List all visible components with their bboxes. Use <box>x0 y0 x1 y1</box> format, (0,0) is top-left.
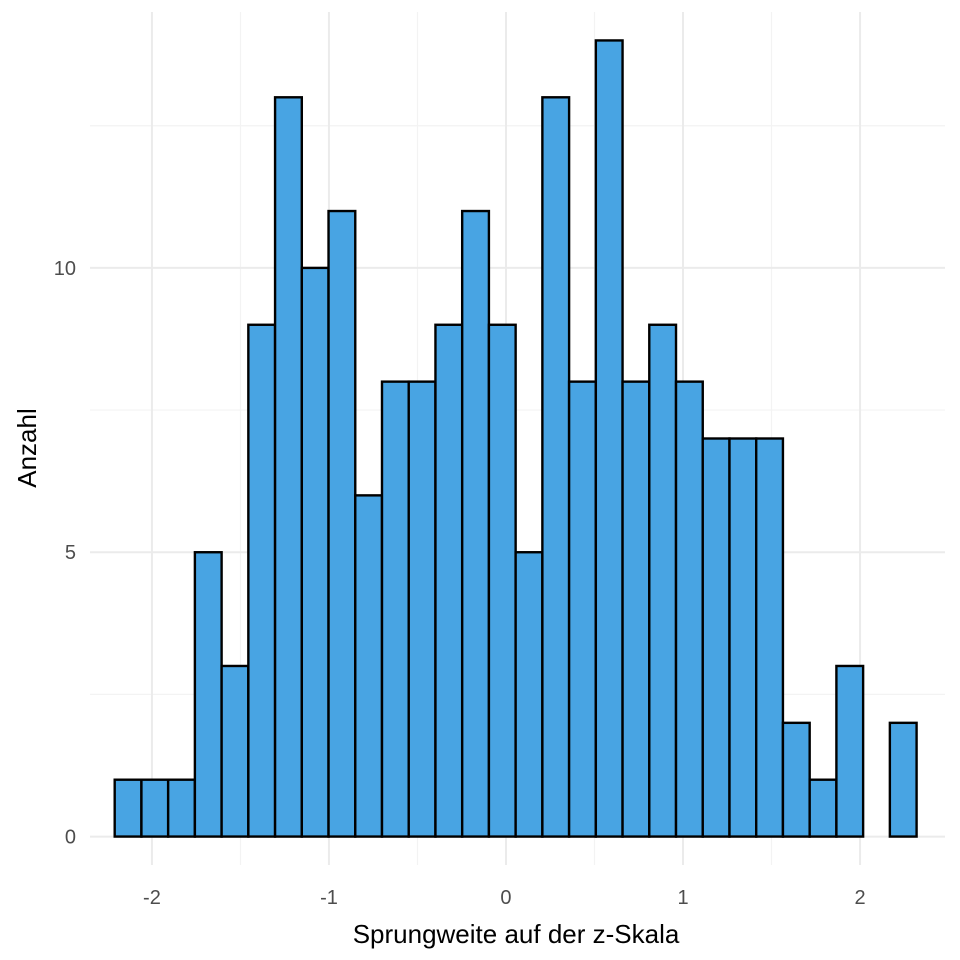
x-axis-title: Sprungweite auf der z-Skala <box>353 919 680 949</box>
histogram-bar <box>541 96 571 838</box>
histogram-bar <box>674 380 704 838</box>
histogram-bar <box>247 323 277 838</box>
x-tick-label: 0 <box>500 887 511 909</box>
y-tick-label: 5 <box>65 542 76 564</box>
histogram-bar <box>166 778 197 838</box>
y-axis-title: Anzahl <box>12 408 42 488</box>
histogram-bar <box>327 209 357 838</box>
histogram-bar <box>835 664 865 838</box>
histogram-bar <box>701 437 731 838</box>
histogram-bar <box>781 721 811 838</box>
histogram-bar <box>755 437 785 838</box>
histogram-bar <box>220 664 250 838</box>
histogram-bar <box>567 380 598 838</box>
histogram-bar <box>514 551 544 838</box>
histogram-bar <box>888 721 918 838</box>
x-tick-label: -1 <box>320 887 338 909</box>
histogram-bar <box>300 266 330 838</box>
histogram-bar <box>487 323 517 838</box>
histogram-bar <box>648 323 678 838</box>
histogram-bar <box>434 323 464 838</box>
x-tick-label: -2 <box>143 887 161 909</box>
x-tick-label: 2 <box>854 887 865 909</box>
histogram-bar <box>594 39 624 838</box>
histogram-bar <box>273 96 304 838</box>
histogram-bar <box>193 551 223 838</box>
histogram-bar <box>354 494 384 838</box>
histogram-bar <box>140 778 170 838</box>
histogram-bar <box>728 437 758 838</box>
histogram-bar <box>407 380 437 838</box>
histogram-bar <box>460 209 491 838</box>
x-axis-ticks: -2 -1 0 1 2 <box>143 887 866 909</box>
histogram-bar <box>621 380 651 838</box>
y-tick-label: 10 <box>54 258 76 280</box>
y-axis-ticks: 0 5 10 <box>54 258 76 849</box>
histogram-bar <box>808 778 838 838</box>
histogram-bar <box>113 778 143 838</box>
x-tick-label: 1 <box>677 887 688 909</box>
bars <box>113 39 918 838</box>
y-tick-label: 0 <box>65 827 76 849</box>
histogram-bar <box>380 380 410 838</box>
